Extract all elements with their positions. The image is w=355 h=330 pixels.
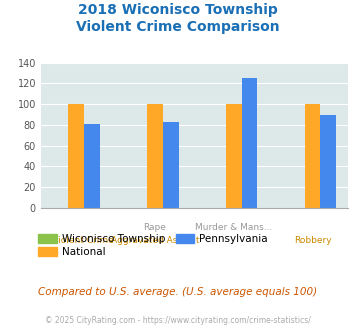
Bar xyxy=(84,124,100,208)
Text: Rape: Rape xyxy=(143,223,166,232)
Text: All Violent Crime: All Violent Crime xyxy=(38,236,114,245)
Legend: Wiconisco Township, National, Pennsylvania: Wiconisco Township, National, Pennsylvan… xyxy=(34,230,272,261)
Bar xyxy=(305,104,320,208)
Bar xyxy=(69,104,84,208)
Text: 2018 Wiconisco Township
Violent Crime Comparison: 2018 Wiconisco Township Violent Crime Co… xyxy=(76,3,279,34)
Text: Compared to U.S. average. (U.S. average equals 100): Compared to U.S. average. (U.S. average … xyxy=(38,287,317,297)
Text: Aggravated Assault: Aggravated Assault xyxy=(111,236,199,245)
Text: Robbery: Robbery xyxy=(294,236,331,245)
Text: © 2025 CityRating.com - https://www.cityrating.com/crime-statistics/: © 2025 CityRating.com - https://www.city… xyxy=(45,315,310,325)
Bar xyxy=(226,104,242,208)
Text: Murder & Mans...: Murder & Mans... xyxy=(195,223,272,232)
Bar xyxy=(147,104,163,208)
Bar xyxy=(242,78,257,208)
Bar xyxy=(320,115,336,208)
Bar xyxy=(163,122,179,208)
